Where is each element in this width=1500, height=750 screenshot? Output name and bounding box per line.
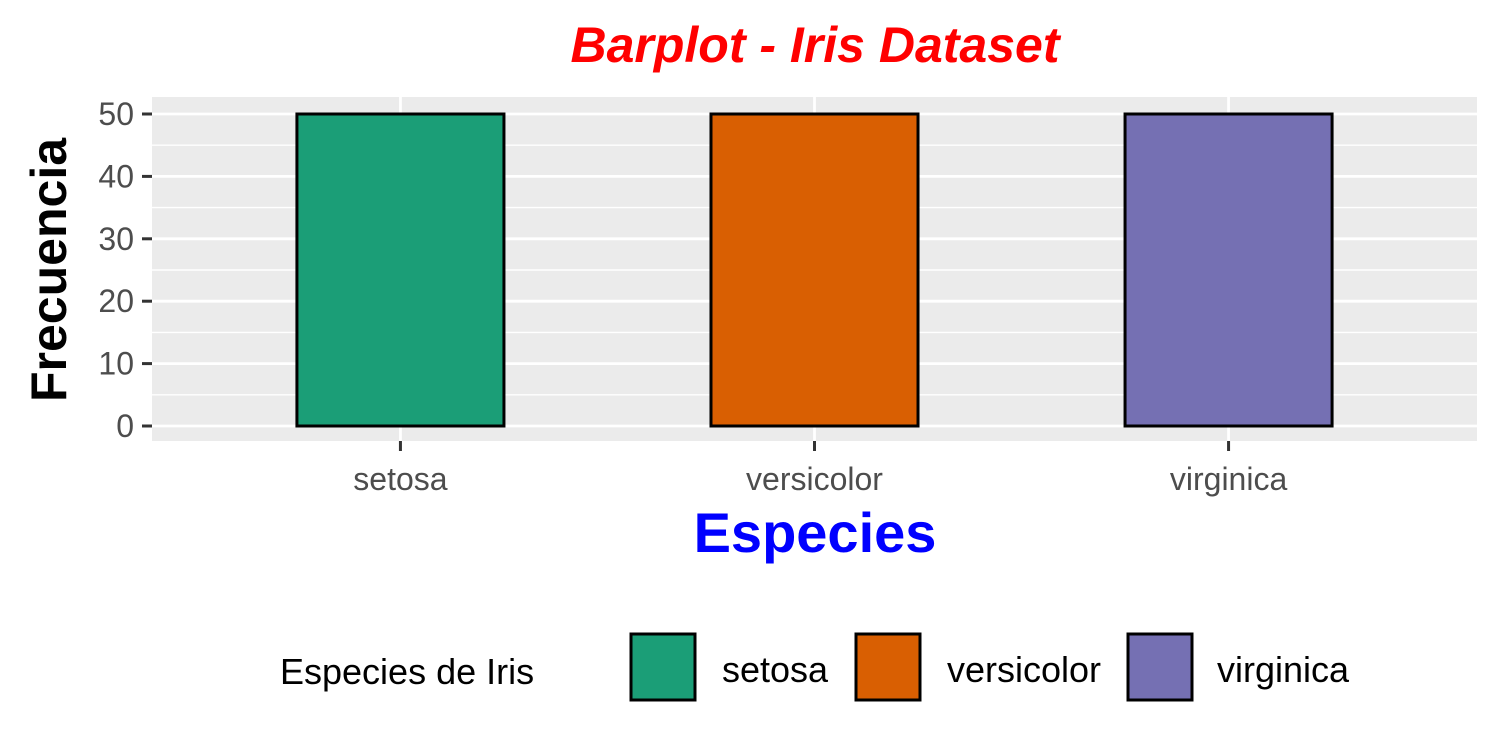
legend-key-versicolor <box>854 632 922 702</box>
y-tick-label: 20 <box>98 283 134 319</box>
y-tick-label: 50 <box>98 96 134 132</box>
x-tick-label: setosa <box>353 461 447 497</box>
chart-title: Barplot - Iris Dataset <box>570 17 1061 73</box>
x-axis-label: Especies <box>694 501 937 564</box>
x-tick-label: virginica <box>1170 461 1288 497</box>
bar-virginica <box>1123 112 1334 428</box>
legend: Especies de Iris setosa versicolor virgini… <box>280 632 1350 702</box>
legend-label-virginica: virginica <box>1217 649 1350 690</box>
plot-panel <box>142 97 1477 441</box>
y-tick-label: 30 <box>98 221 134 257</box>
y-tick-label: 40 <box>98 158 134 194</box>
legend-label-setosa: setosa <box>722 649 829 690</box>
y-tick-label: 10 <box>98 346 134 382</box>
bar-setosa <box>295 112 506 428</box>
legend-title: Especies de Iris <box>280 651 534 692</box>
x-tick-label: versicolor <box>746 461 883 497</box>
y-axis-label: Frecuencia <box>21 137 77 402</box>
legend-key-setosa <box>629 632 697 702</box>
y-tick-label: 0 <box>116 408 134 444</box>
bar-versicolor <box>709 112 920 428</box>
legend-key-virginica <box>1126 632 1194 702</box>
legend-label-versicolor: versicolor <box>947 649 1101 690</box>
